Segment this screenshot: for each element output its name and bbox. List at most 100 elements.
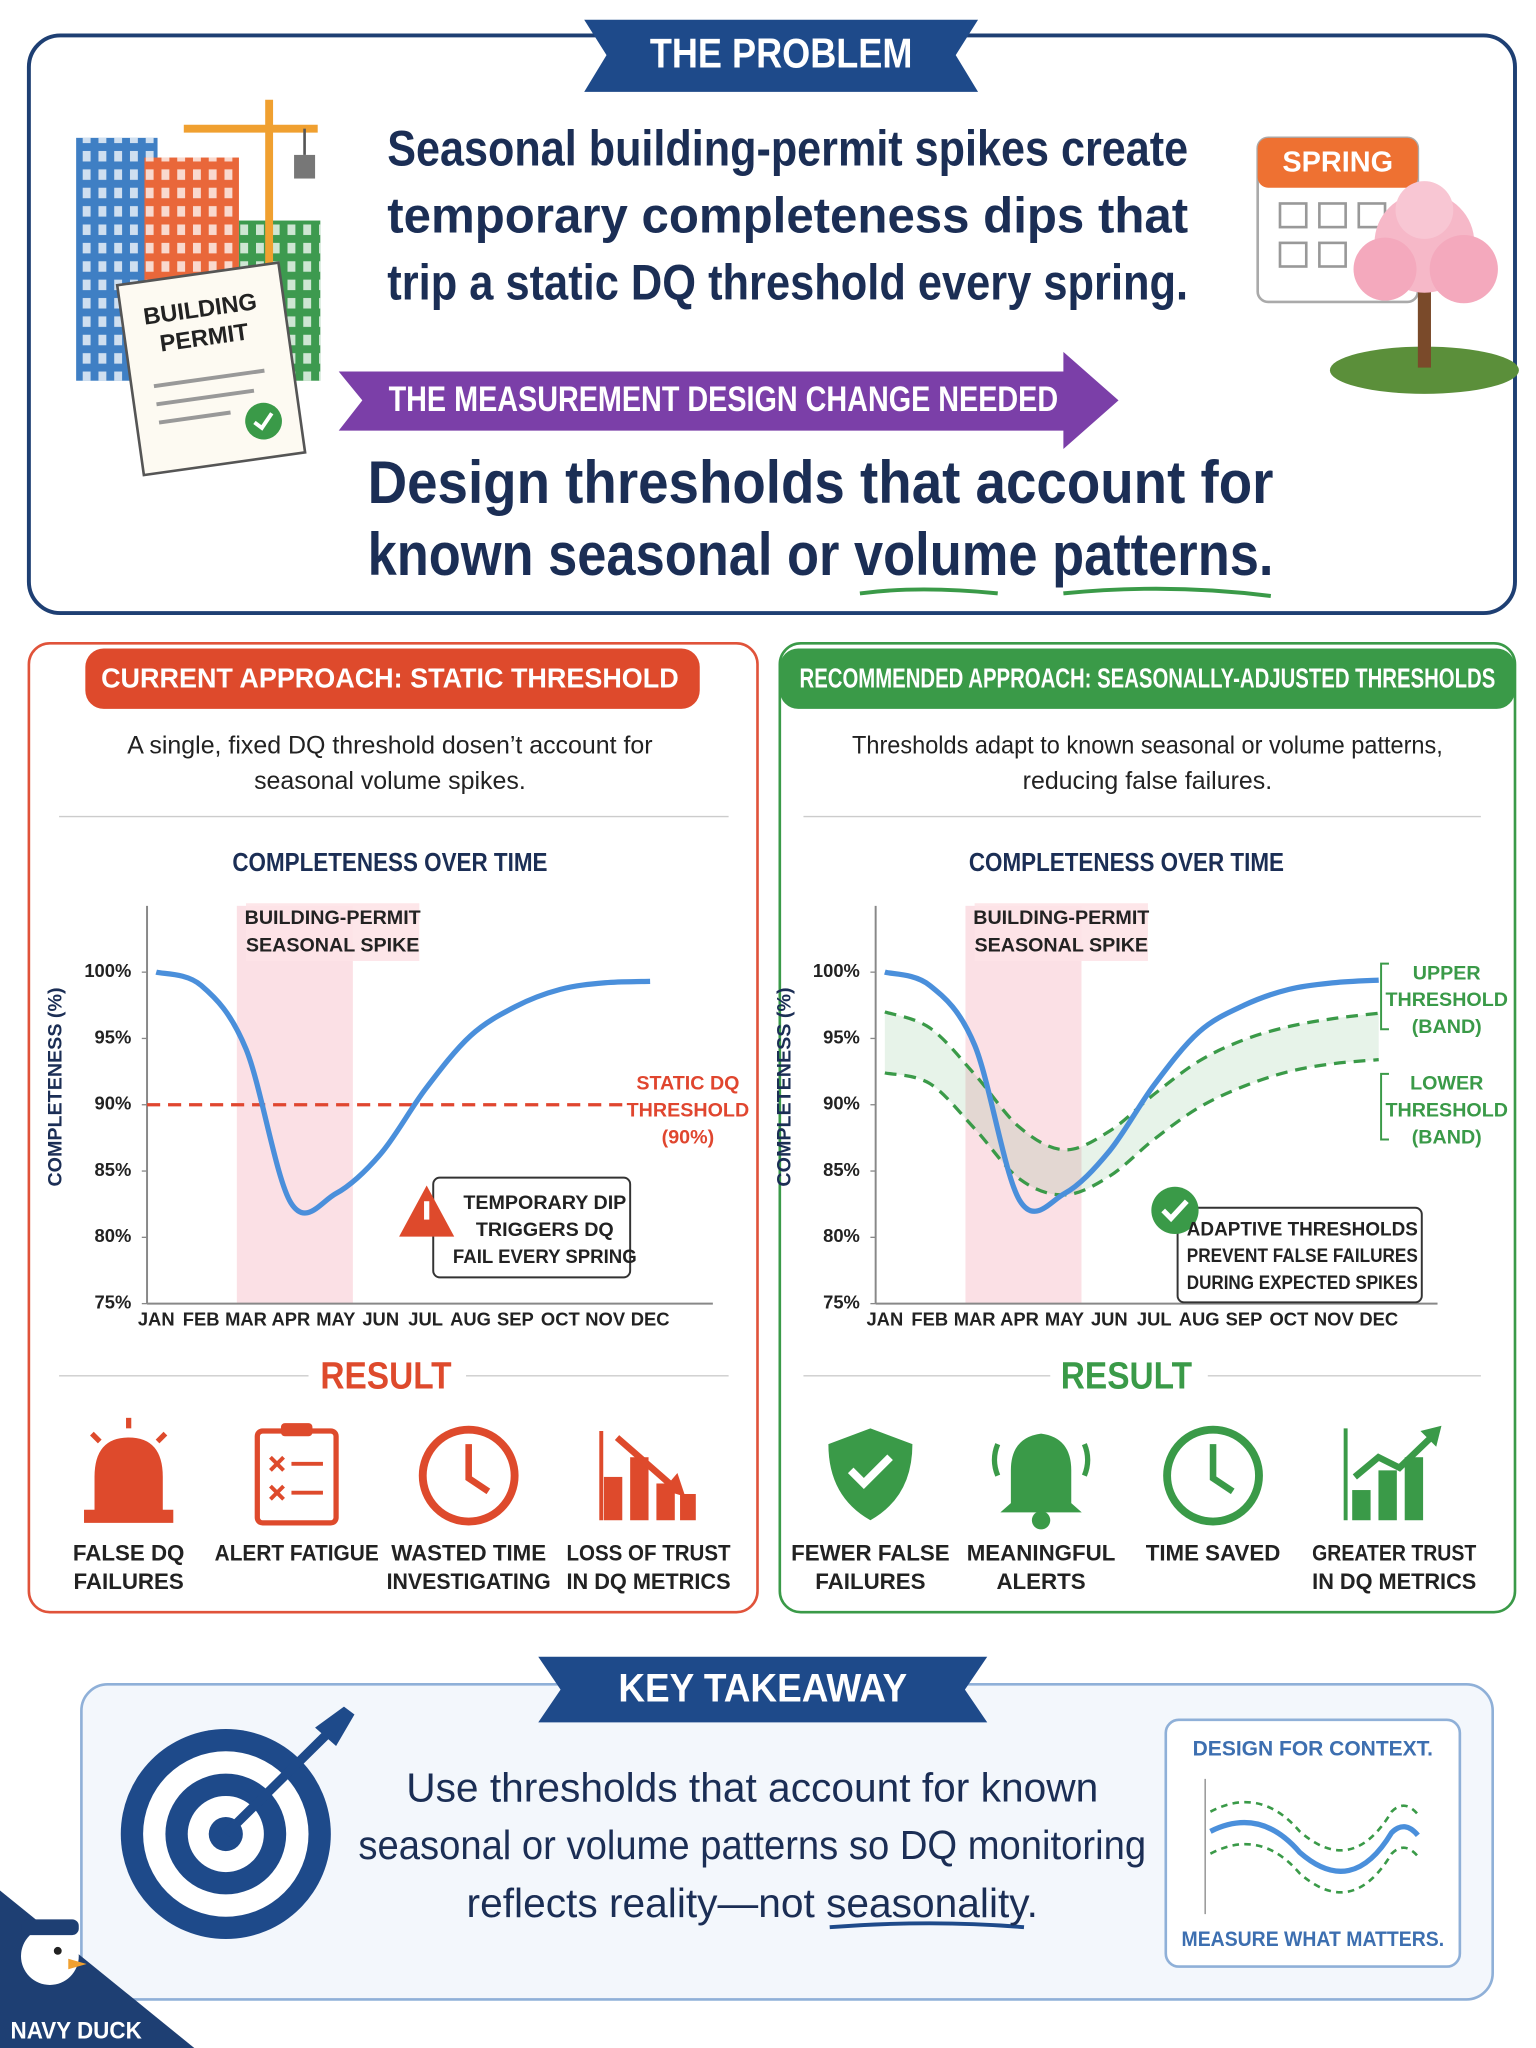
context-card [1164, 1718, 1462, 1968]
y-tick-label: 85% [95, 1159, 132, 1180]
current-header [85, 648, 700, 709]
chart-title: COMPLETENESS OVER TIME [232, 847, 547, 877]
x-tick-label: JAN [866, 1309, 903, 1330]
annotation-box [974, 903, 1148, 961]
recommended-header [779, 648, 1515, 709]
change-statement: known seasonal or volume patterns. [368, 520, 1274, 588]
band-bracket [1380, 962, 1389, 1031]
result-label: INVESTIGATING [387, 1569, 551, 1594]
threshold-band-line [884, 1058, 1379, 1197]
y-tick-label: 90% [823, 1093, 860, 1114]
x-tick-label: AUG [1179, 1309, 1220, 1330]
result-label: FEWER FALSE [791, 1540, 950, 1565]
threshold-label: THRESHOLD [627, 1100, 750, 1122]
spike-annotation: BUILDING-PERMIT [973, 907, 1149, 929]
threshold-band-line [884, 1010, 1379, 1152]
result-label: ALERT FATIGUE [215, 1540, 379, 1565]
result-label: ALERTS [996, 1569, 1085, 1594]
band-bracket [1380, 1072, 1389, 1141]
panel-description: reducing false failures. [1023, 767, 1273, 795]
recommended-panel [778, 641, 1517, 1614]
y-tick-label: 85% [823, 1159, 860, 1180]
result-label: FAILURES [74, 1569, 184, 1594]
x-tick-label: MAR [225, 1309, 267, 1330]
callout-text: DURING EXPECTED SPIKES [1187, 1272, 1418, 1294]
x-tick-label: APR [1000, 1309, 1039, 1330]
y-tick-label: 95% [95, 1026, 132, 1047]
calendar-illustration [1256, 136, 1519, 394]
current-panel [27, 641, 759, 1614]
band-label: (BAND) [1412, 1126, 1482, 1148]
x-tick-label: JUL [408, 1309, 443, 1330]
problem-statement: trip a static DQ threshold every spring. [387, 254, 1188, 310]
threshold-band [884, 1011, 1379, 1195]
annotation-box [246, 903, 420, 961]
callout-text: ADAPTIVE THRESHOLDS [1187, 1218, 1418, 1240]
banner-title: KEY TAKEAWAY [618, 1666, 907, 1710]
x-tick-label: MAY [1045, 1309, 1084, 1330]
result-title: RESULT [320, 1356, 451, 1398]
x-tick-label: JAN [138, 1309, 175, 1330]
x-tick-label: DEC [631, 1309, 670, 1330]
result-label: MEANINGFUL [967, 1540, 1116, 1565]
y-axis-label: COMPLETENESS (%) [45, 987, 67, 1186]
result-icons-recommended [828, 1425, 1442, 1530]
target-icon [120, 1706, 355, 1940]
result-label: LOSS OF TRUST [566, 1540, 730, 1565]
chart-title: COMPLETENESS OVER TIME [969, 847, 1284, 877]
x-tick-label: NOV [1314, 1309, 1355, 1330]
x-tick-label: MAY [316, 1309, 355, 1330]
threshold-label: (90%) [662, 1126, 715, 1148]
x-tick-label: DEC [1359, 1309, 1398, 1330]
content: THE PROBLEM Seasonal building-permit spik… [11, 30, 1508, 2045]
calendar-label: SPRING [1282, 147, 1393, 179]
y-tick-label: 75% [823, 1291, 860, 1312]
y-axis-label: COMPLETENESS (%) [773, 987, 795, 1186]
callout-text: TEMPORARY DIP [463, 1192, 626, 1214]
takeaway-text: reflects reality—not seasonality. [467, 1880, 1038, 1926]
panel-description: A single, fixed DQ threshold dosen’t acc… [127, 732, 652, 760]
y-tick-label: 75% [95, 1291, 132, 1312]
spike-annotation: SEASONAL SPIKE [246, 935, 420, 957]
callout-text: TRIGGERS DQ [476, 1219, 614, 1241]
band-label: UPPER [1413, 962, 1481, 984]
x-tick-label: FEB [183, 1309, 220, 1330]
spike-highlight [965, 905, 1082, 1304]
band-label: LOWER [1410, 1073, 1483, 1095]
problem-statement: temporary completeness dips that [387, 187, 1188, 243]
x-tick-label: APR [272, 1309, 311, 1330]
banner-title: THE PROBLEM [650, 30, 913, 77]
check-mark [1161, 1199, 1189, 1223]
y-tick-label: 80% [95, 1225, 132, 1246]
underline [829, 1921, 1025, 1930]
band-label: THRESHOLD [1385, 1100, 1508, 1122]
takeaway-banner [538, 1656, 988, 1723]
y-tick-label: 95% [823, 1026, 860, 1047]
brand-name: NAVY DUCK [11, 2018, 142, 2044]
change-statement: Design thresholds that account for [368, 448, 1274, 516]
takeaway-text: seasonal or volume patterns so DQ monito… [358, 1822, 1146, 1868]
x-tick-label: OCT [541, 1309, 581, 1330]
x-tick-label: JUN [1091, 1309, 1128, 1330]
x-tick-label: JUL [1137, 1309, 1172, 1330]
warning-mark [424, 1201, 430, 1220]
callout-box [1176, 1206, 1423, 1304]
permit-paper [115, 261, 307, 477]
callout-text: PREVENT FALSE FAILURES [1187, 1245, 1418, 1267]
card-caption: MEASURE WHAT MATTERS. [1182, 1928, 1445, 1951]
panel-description: Thresholds adapt to known seasonal or vo… [852, 732, 1443, 760]
x-tick-label: AUG [450, 1309, 491, 1330]
x-tick-label: NOV [585, 1309, 626, 1330]
x-tick-label: JUN [362, 1309, 399, 1330]
x-tick-label: MAR [954, 1309, 996, 1330]
change-banner [338, 351, 1119, 449]
mini-chart [1204, 1778, 1420, 1915]
y-tick-label: 90% [95, 1093, 132, 1114]
underline [859, 587, 998, 596]
panel-header: CURRENT APPROACH: STATIC THRESHOLD [101, 662, 679, 693]
x-tick-label: FEB [911, 1309, 948, 1330]
spike-annotation: SEASONAL SPIKE [974, 935, 1148, 957]
result-label: WASTED TIME [391, 1540, 546, 1565]
completeness-line [155, 969, 651, 1216]
